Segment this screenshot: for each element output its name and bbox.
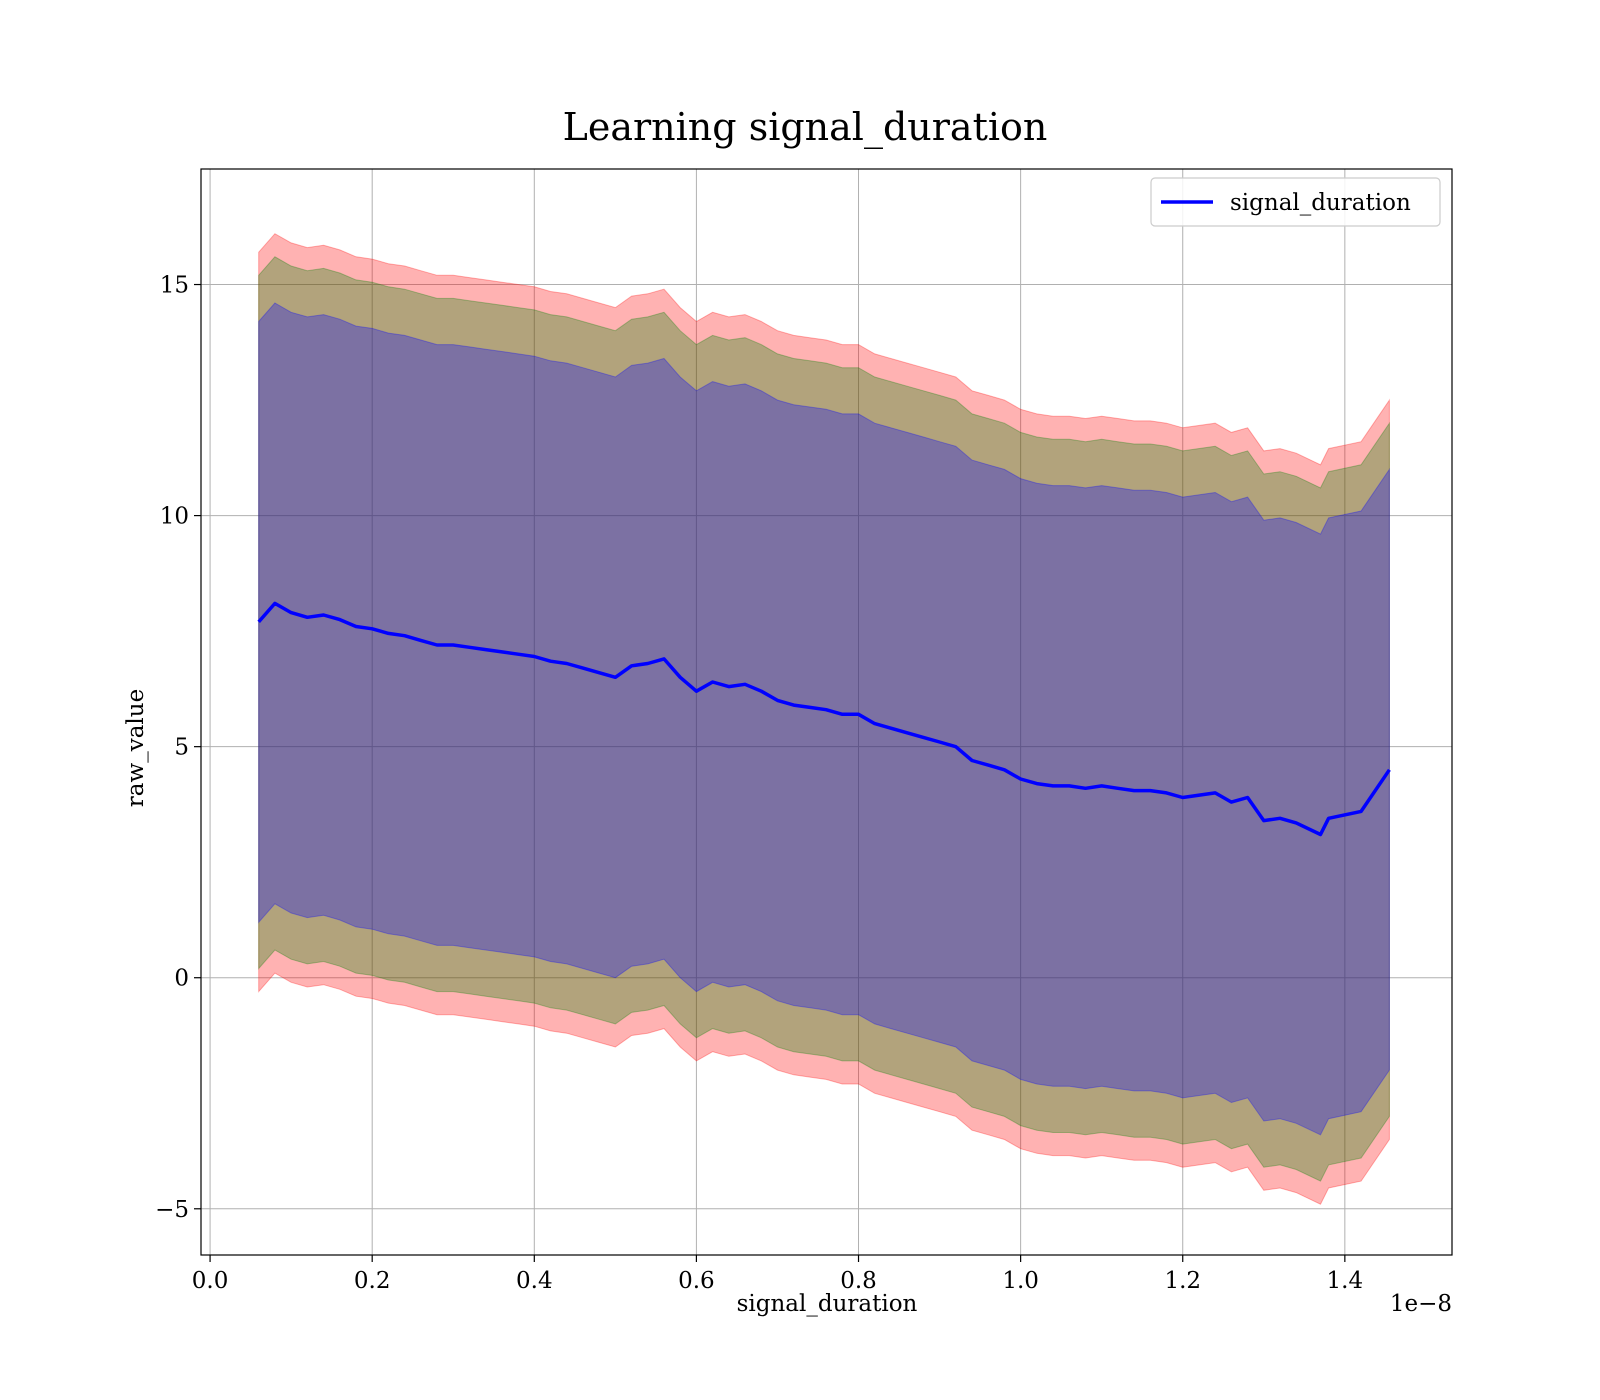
x-tick-label: 1.2 — [1164, 1268, 1201, 1294]
x-tick-label: 0.2 — [354, 1268, 391, 1294]
series-line-0 — [257, 601, 1391, 837]
y-tick-label: 0 — [174, 966, 189, 992]
x-tick-label: 0.0 — [192, 1268, 229, 1294]
y-axis-ticks: −5 0 5 10 15 — [155, 273, 201, 1223]
x-tick-label: 0.4 — [516, 1268, 553, 1294]
x-tick-label: 0.6 — [678, 1268, 715, 1294]
grid — [201, 169, 1452, 1255]
band-0 — [258, 233, 1390, 1205]
chart-title: Learning signal_duration — [563, 105, 1048, 150]
legend: signal_duration — [1150, 177, 1441, 227]
legend-box — [1150, 177, 1441, 227]
legend-entry-signal-duration: signal_duration — [1230, 190, 1411, 216]
plot-frame — [200, 168, 1453, 1256]
band-2 — [258, 302, 1390, 1136]
y-tick-label: 10 — [160, 504, 189, 530]
y-tick-label: 5 — [174, 735, 189, 761]
x-tick-label: 1.4 — [1327, 1268, 1364, 1294]
band-1 — [258, 256, 1390, 1182]
series-lines — [257, 601, 1391, 837]
x-tick-label: 0.8 — [840, 1268, 877, 1294]
confidence-bands — [258, 233, 1390, 1205]
x-tick-label: 1.0 — [1002, 1268, 1039, 1294]
y-tick-label: 15 — [160, 273, 189, 299]
y-axis-label: raw_value — [123, 689, 149, 807]
x-axis-ticks: 0.0 0.2 0.4 0.6 0.8 1.0 1.2 1.4 — [192, 1255, 1363, 1294]
x-axis-label: signal_duration — [737, 1291, 918, 1317]
x-offset-label: 1e−8 — [1390, 1291, 1452, 1317]
y-tick-label: −5 — [155, 1197, 189, 1223]
